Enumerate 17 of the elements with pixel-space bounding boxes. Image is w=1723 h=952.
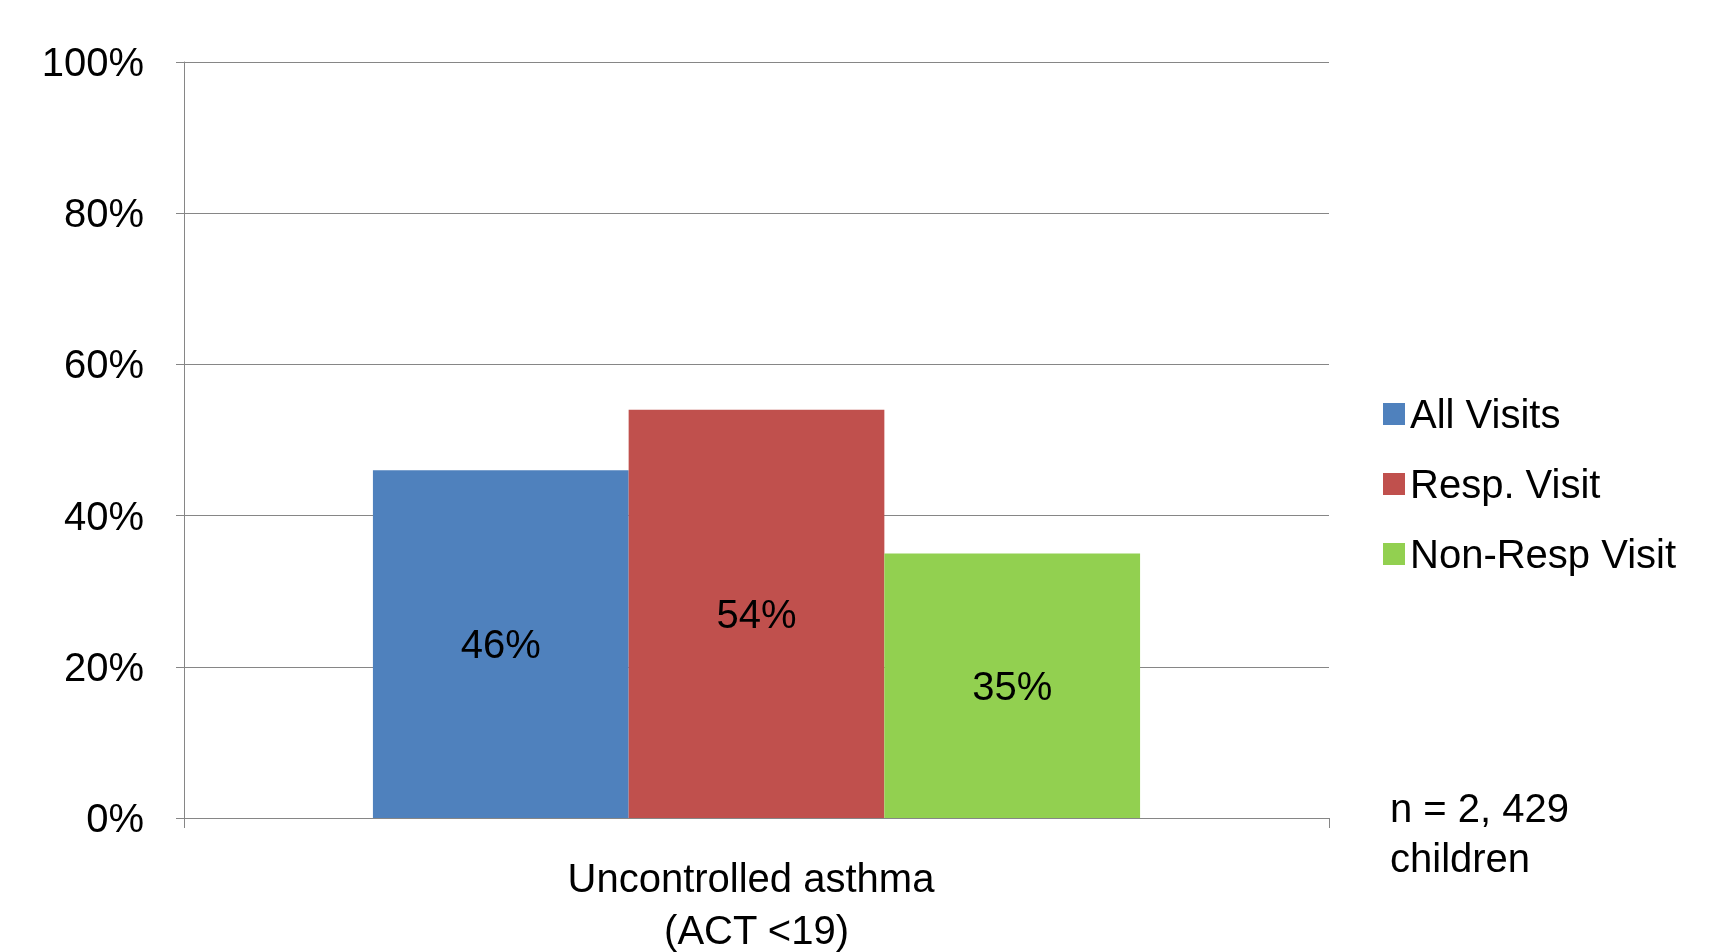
legend-label: All Visits: [1410, 392, 1561, 436]
y-tick-label: 0%: [86, 796, 144, 840]
y-tick-label: 80%: [63, 191, 144, 236]
text: 35%: [972, 663, 1053, 708]
text: n = 2, 429 children: [1390, 786, 1570, 880]
legend-label: Non-Resp Visit: [1410, 532, 1677, 576]
bar: [884, 553, 1141, 818]
bar: [372, 470, 629, 818]
x-tick-label: Uncontrolled asthma (ACT <19): [567, 856, 946, 952]
text: 54%: [716, 591, 797, 636]
y-tick-label: 40%: [63, 493, 144, 538]
y-tick-label: 20%: [63, 644, 144, 689]
y-tick-label: 100%: [41, 40, 144, 84]
legend-label: Resp. Visit: [1410, 462, 1601, 506]
text: 46%: [460, 622, 541, 667]
bar: [628, 409, 885, 818]
y-tick-label: 60%: [63, 342, 144, 387]
